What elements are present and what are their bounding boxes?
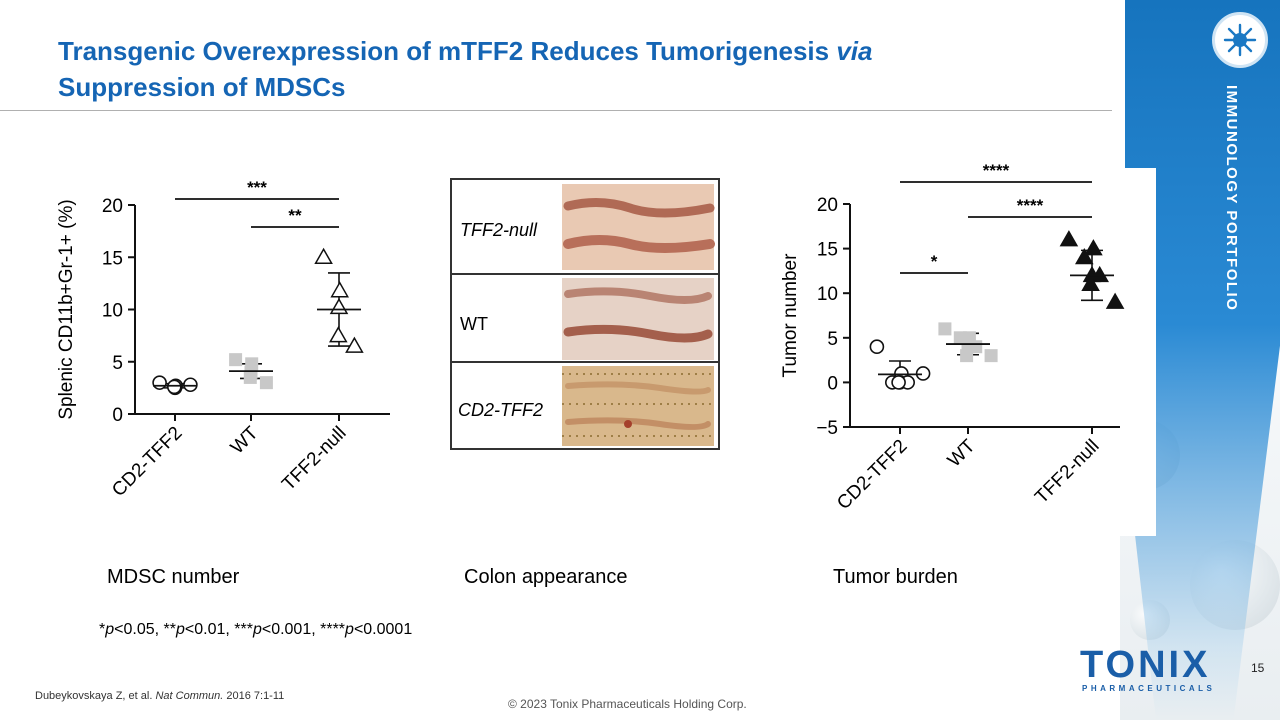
data-point [984, 349, 998, 363]
immunology-logo-icon [1212, 12, 1268, 68]
colon-label-cd2-tff2: CD2-TFF2 [458, 400, 543, 420]
colon-label-wt: WT [460, 314, 488, 334]
significance-label: **** [983, 161, 1010, 180]
data-point [329, 326, 348, 343]
caption-mdsc-number: MDSC number [107, 566, 240, 588]
title-divider [0, 110, 1112, 111]
data-point [152, 375, 167, 390]
citation: Dubeykovskaya Z, et al. Nat Commun. 2016… [35, 690, 285, 702]
mdsc-number-chart: 0 5 10 15 20 Splenic CD11b+Gr-1+ (%) CD2-TFF2 W… [56, 178, 390, 501]
data-point [243, 370, 257, 384]
data-point [229, 353, 243, 367]
caption-colon-appearance: Colon appearance [464, 566, 628, 588]
x-tick-label: WT [944, 435, 980, 471]
data-point [891, 375, 906, 390]
y-tick-label: 5 [112, 353, 123, 374]
data-point [960, 349, 974, 363]
y-tick-label: 10 [817, 284, 838, 305]
x-tick-label: TFF2-null [278, 423, 350, 495]
p-value-legend: *p<0.05, **p<0.01, ***p<0.001, ****p<0.0… [99, 621, 413, 638]
y-tick-label: 15 [817, 240, 838, 261]
y-tick-label: 10 [102, 301, 123, 322]
data-point [1084, 239, 1103, 256]
data-point [869, 339, 885, 355]
significance-label: *** [247, 178, 267, 197]
x-tick-label: CD2-TFF2 [108, 423, 186, 501]
data-point [259, 376, 273, 390]
y-tick-label: −5 [816, 418, 838, 439]
y-tick-label: 20 [817, 195, 838, 216]
data-point [167, 379, 182, 395]
data-point [314, 247, 333, 264]
copyright: © 2023 Tonix Pharmaceuticals Holding Cor… [508, 697, 747, 711]
y-tick-label: 0 [827, 373, 838, 394]
data-point [345, 336, 364, 353]
data-point [1105, 292, 1125, 309]
caption-tumor-burden: Tumor burden [833, 566, 958, 588]
page-number: 15 [1251, 661, 1265, 675]
side-portfolio-label: IMMUNOLOGY PORTFOLIO [1223, 85, 1240, 312]
colon-label-tff2-null: TFF2-null [460, 220, 538, 240]
colon-appearance-panel: TFF2-null WT CD2-TFF2 [450, 178, 720, 450]
tumor-burden-chart: −5 0 5 10 15 20 Tumor number CD2-TFF2 WT TFF2-nul… [780, 161, 1125, 514]
x-tick-label: WT [227, 422, 263, 458]
x-tick-label: CD2-TFF2 [833, 436, 911, 514]
y-tick-label: 20 [102, 196, 123, 217]
page-title: Transgenic Overexpression of mTFF2 Reduc… [58, 36, 873, 102]
y-axis-label: Splenic CD11b+Gr-1+ (%) [56, 199, 77, 419]
significance-label: ** [288, 206, 302, 225]
data-point [1090, 265, 1109, 283]
data-point [329, 297, 349, 315]
tonix-logo: TONIX PHARMACEUTICALS [1080, 644, 1216, 693]
data-point [1075, 248, 1094, 265]
tumor-chart-background [760, 168, 1156, 536]
y-tick-label: 5 [827, 329, 838, 350]
y-axis-label: Tumor number [780, 253, 801, 378]
data-point [1081, 274, 1100, 292]
data-point [1059, 230, 1079, 247]
data-point [938, 322, 952, 336]
data-point [330, 281, 349, 298]
y-tick-label: 0 [112, 405, 123, 426]
y-tick-label: 15 [102, 248, 123, 269]
significance-label: **** [1017, 196, 1044, 215]
x-tick-label: TFF2-null [1031, 436, 1103, 508]
significance-label: * [931, 252, 938, 271]
data-point [183, 377, 198, 393]
